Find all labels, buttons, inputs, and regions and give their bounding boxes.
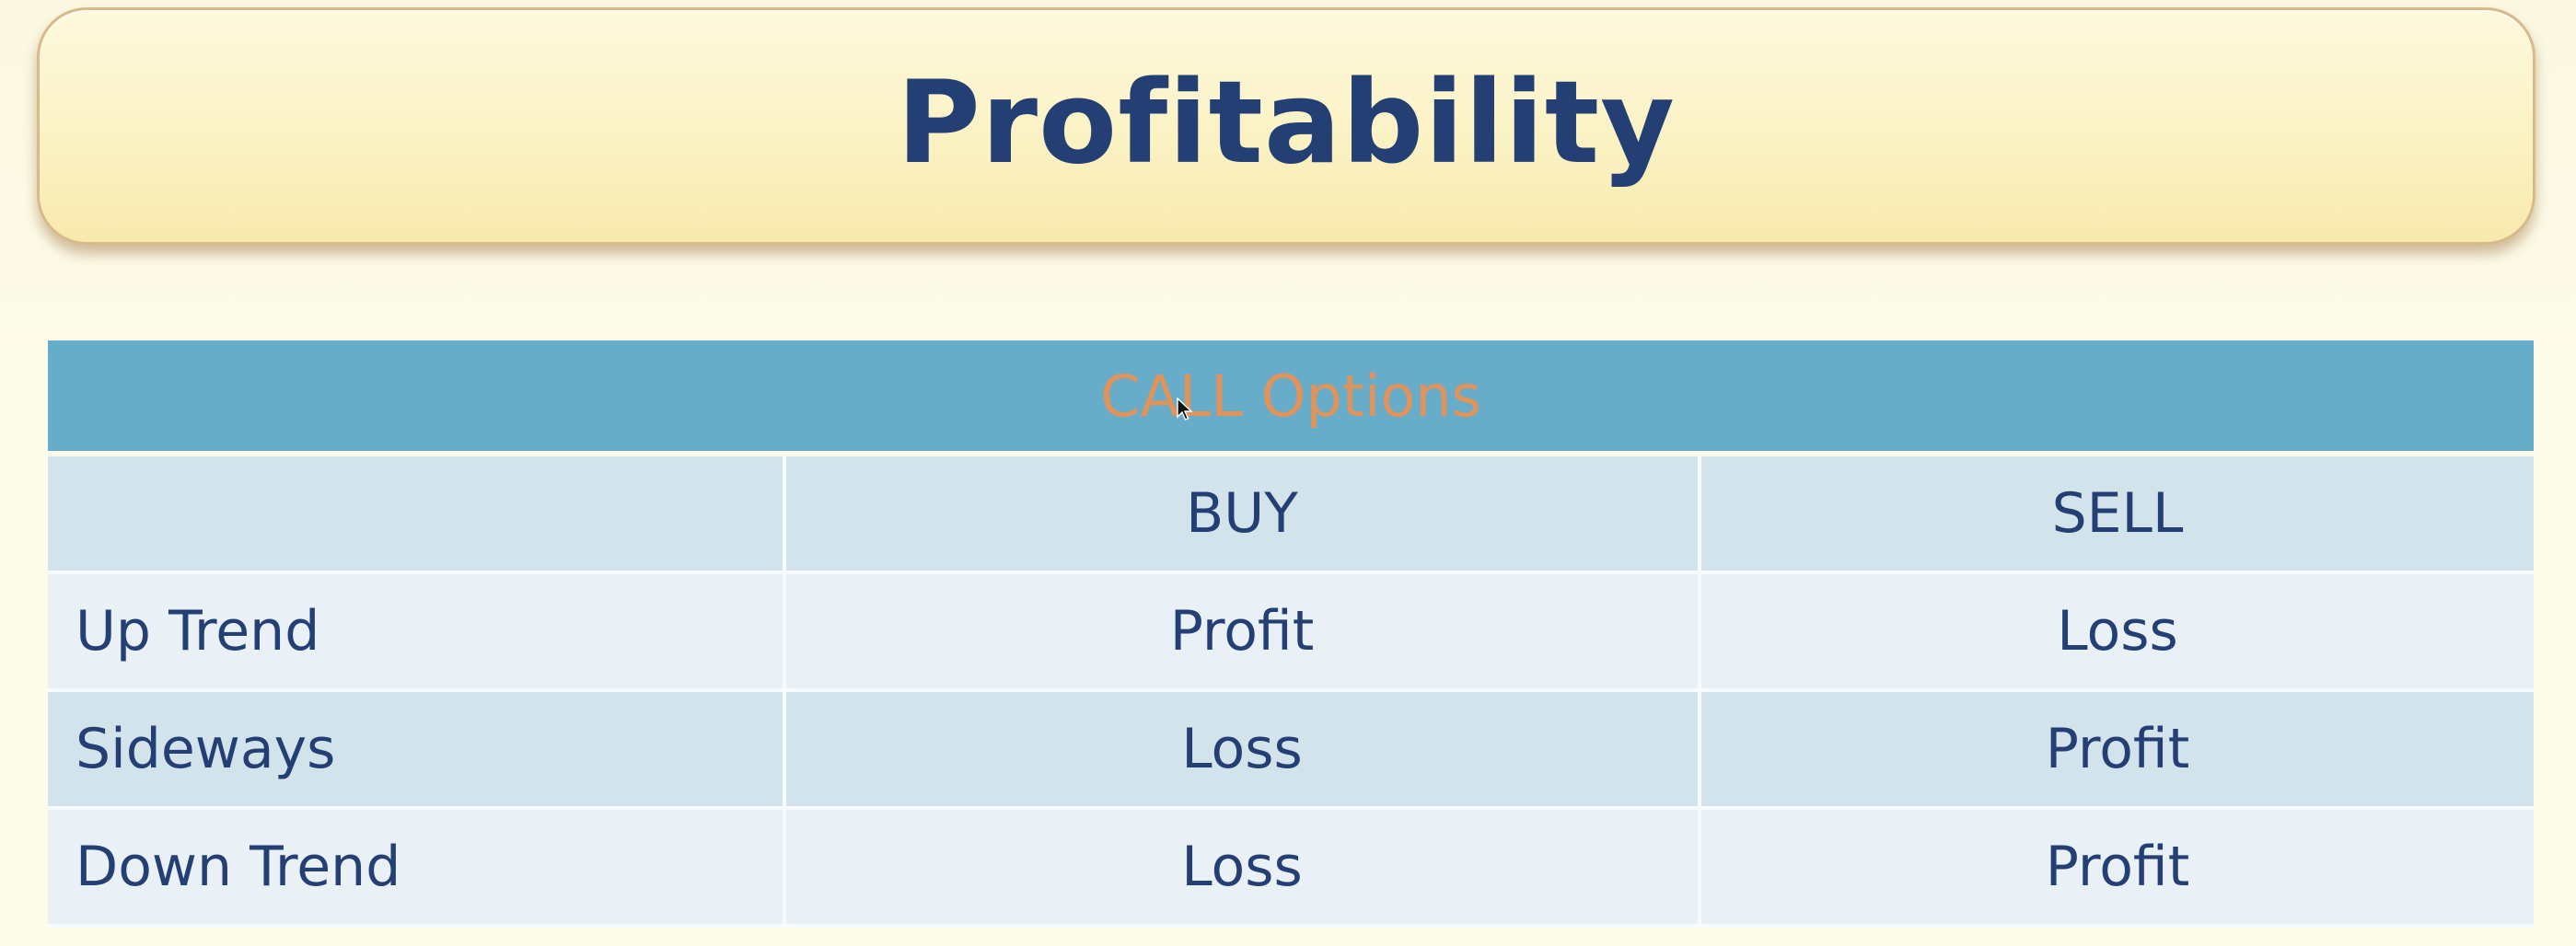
table-header-bar: CALL Options xyxy=(48,340,2534,451)
cell-sideways-buy: Loss xyxy=(786,692,1701,810)
row-label-down-trend: Down Trend xyxy=(48,810,786,928)
table-grid: BUY SELL Up Trend Profit Loss Sideways L… xyxy=(48,456,2534,928)
row-label-up-trend: Up Trend xyxy=(48,574,786,692)
cell-up-trend-buy: Profit xyxy=(786,574,1701,692)
column-header-sell: SELL xyxy=(1701,456,2534,574)
mouse-pointer-icon xyxy=(1177,398,1193,421)
cell-down-trend-sell: Profit xyxy=(1701,810,2534,928)
options-table: CALL Options BUY SELL Up Trend Profit Lo… xyxy=(48,340,2534,928)
row-label-sideways: Sideways xyxy=(48,692,786,810)
column-header-buy: BUY xyxy=(786,456,1701,574)
table-header-title: CALL Options xyxy=(1100,362,1481,430)
page-title: Profitability xyxy=(896,57,1676,190)
title-banner: Profitability xyxy=(37,7,2535,245)
cell-sideways-sell: Profit xyxy=(1701,692,2534,810)
cell-down-trend-buy: Loss xyxy=(786,810,1701,928)
column-header-blank xyxy=(48,456,786,574)
cell-up-trend-sell: Loss xyxy=(1701,574,2534,692)
